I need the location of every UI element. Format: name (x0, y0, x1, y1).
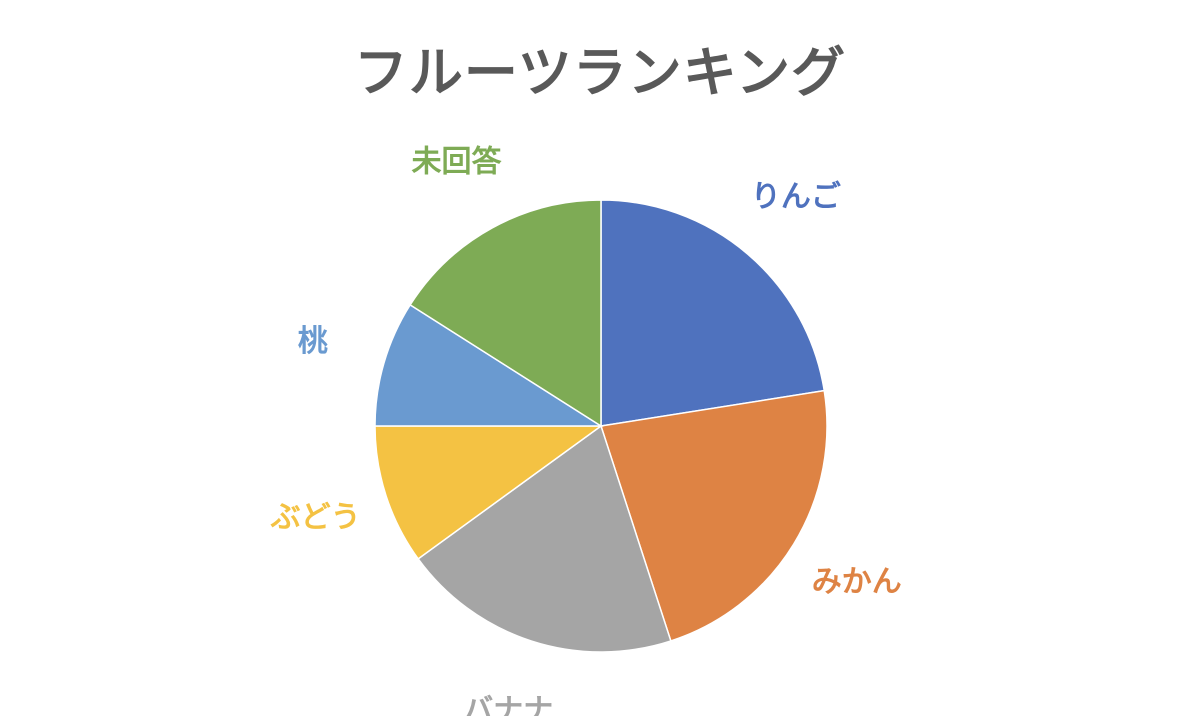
pie-slice-3 (374, 425, 604, 560)
pie-slice-0 (600, 199, 826, 427)
pie-label-4: 桃 (298, 324, 328, 359)
pie-label-2: バナナ (463, 693, 553, 716)
pie-label-3: ぶどう (270, 500, 361, 535)
pie-label-0: りんご (751, 179, 841, 214)
pie-slice-5 (409, 199, 602, 428)
pie-label-1: みかん (812, 564, 902, 599)
chart-title: フルーツランキング (353, 41, 847, 104)
pie-slice-4 (374, 303, 604, 427)
pie-slice-1 (600, 389, 828, 642)
pie-slices (374, 199, 828, 653)
pie-slice-2 (417, 424, 672, 653)
pie-label-5: 未回答 (411, 145, 502, 180)
